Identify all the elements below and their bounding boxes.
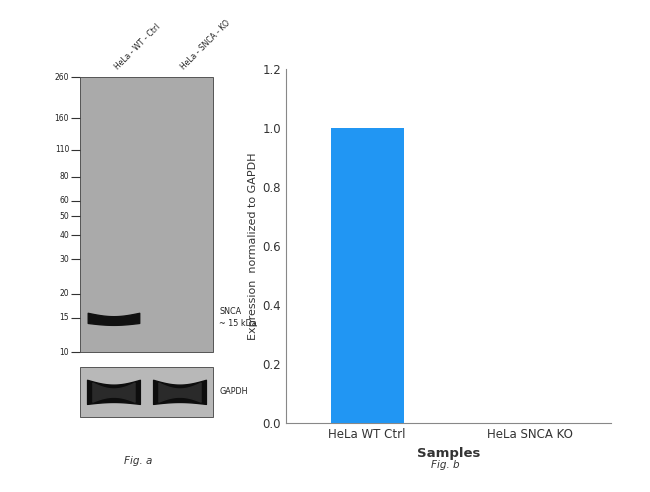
Text: Fig. b: Fig. b	[431, 460, 460, 470]
Text: 50: 50	[59, 212, 69, 221]
Text: 20: 20	[59, 289, 69, 298]
Text: 80: 80	[59, 172, 69, 181]
Text: HeLa - SNCA - KO: HeLa - SNCA - KO	[179, 19, 233, 71]
Text: 15: 15	[59, 313, 69, 322]
Text: 40: 40	[59, 231, 69, 240]
Text: SNCA
~ 15 kDa: SNCA ~ 15 kDa	[219, 308, 257, 328]
Text: 10: 10	[59, 347, 69, 357]
Bar	[81, 77, 213, 352]
Text: GAPDH: GAPDH	[219, 387, 248, 397]
Text: 110: 110	[55, 145, 69, 154]
Text: 260: 260	[55, 73, 69, 82]
Text: Fig. a: Fig. a	[124, 456, 153, 465]
Y-axis label: Expression  normalized to GAPDH: Expression normalized to GAPDH	[248, 152, 258, 340]
X-axis label: Samples: Samples	[417, 447, 480, 460]
Text: 160: 160	[55, 114, 69, 123]
Text: 60: 60	[59, 196, 69, 206]
Text: 30: 30	[59, 255, 69, 264]
Bar	[81, 367, 213, 417]
Text: HeLa - WT - Ctrl: HeLa - WT - Ctrl	[114, 23, 162, 71]
Bar	[331, 128, 404, 423]
